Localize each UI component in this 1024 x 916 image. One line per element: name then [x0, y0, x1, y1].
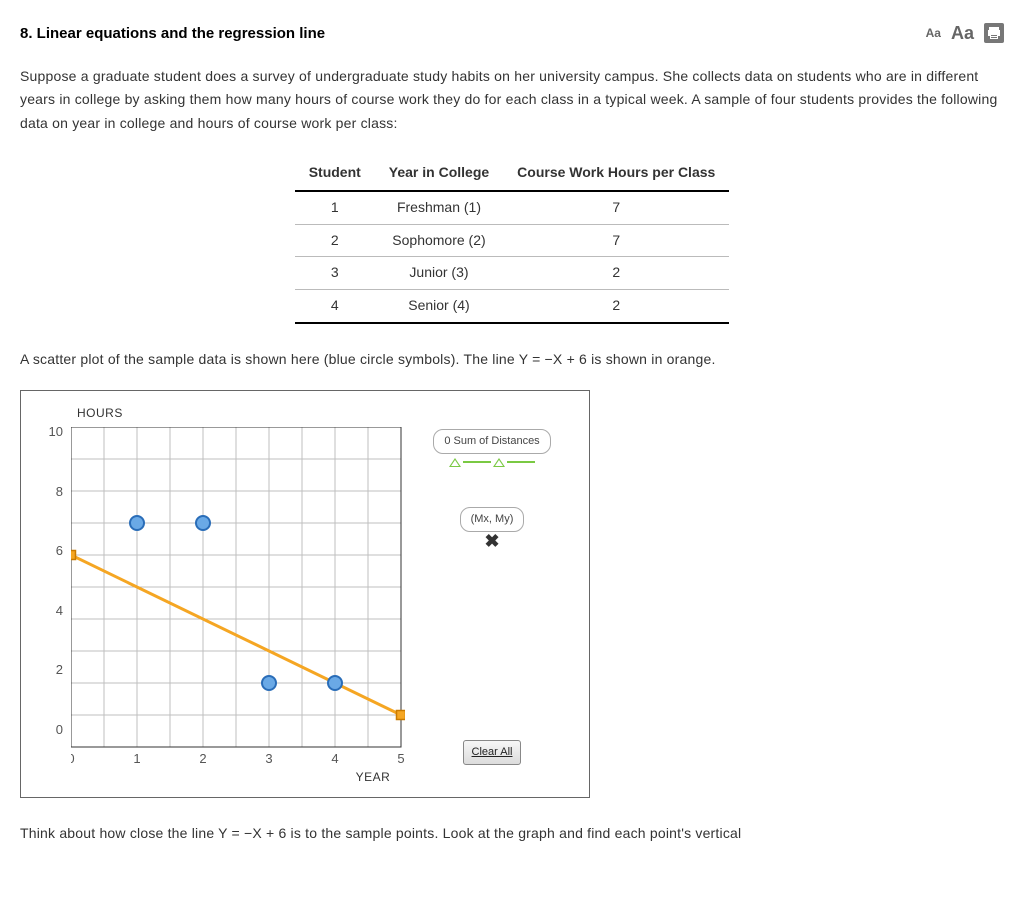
col-student: Student — [295, 156, 375, 191]
font-increase-button[interactable]: Aa — [951, 18, 974, 49]
sum-of-distances-swatch — [417, 458, 567, 467]
y-tick: 8 — [33, 481, 63, 503]
svg-text:0: 0 — [71, 751, 75, 766]
table-cell: 2 — [503, 290, 729, 323]
footer-paragraph: Think about how close the line Y = −X + … — [0, 798, 1024, 850]
svg-text:5: 5 — [397, 751, 404, 766]
svg-text:4: 4 — [331, 751, 338, 766]
table-cell: Freshman (1) — [375, 191, 503, 224]
chart-description: A scatter plot of the sample data is sho… — [0, 340, 1024, 376]
svg-text:YEAR: YEAR — [356, 770, 391, 784]
clear-all-button[interactable]: Clear All — [463, 740, 522, 765]
plot-area[interactable]: 0 1 2 3 4 5 YEAR — [71, 427, 405, 787]
table-row: 3Junior (3)2 — [295, 257, 730, 290]
table-cell: 7 — [503, 191, 729, 224]
toolbar: Aa Aa — [926, 18, 1004, 49]
table-row: 2Sophomore (2)7 — [295, 224, 730, 257]
section-heading: 8. Linear equations and the regression l… — [20, 21, 325, 47]
y-tick: 6 — [33, 540, 63, 562]
y-tick: 10 — [33, 421, 63, 443]
svg-text:2: 2 — [199, 751, 206, 766]
table-cell: Junior (3) — [375, 257, 503, 290]
chart-legend: 0 Sum of Distances (Mx, My) ✖ Clear All — [417, 427, 567, 769]
print-icon[interactable] — [984, 23, 1004, 43]
y-tick-labels: 10 8 6 4 2 0 — [33, 421, 71, 741]
y-tick: 0 — [33, 719, 63, 741]
y-axis-title: HOURS — [77, 403, 577, 423]
svg-text:3: 3 — [265, 751, 272, 766]
table-row: 1Freshman (1)7 — [295, 191, 730, 224]
intro-paragraph: Suppose a graduate student does a survey… — [0, 57, 1024, 140]
table-cell: Sophomore (2) — [375, 224, 503, 257]
table-cell: Senior (4) — [375, 290, 503, 323]
mean-point-symbol: ✖ — [417, 532, 567, 550]
svg-text:1: 1 — [133, 751, 140, 766]
scatter-chart: HOURS 10 8 6 4 2 0 0 1 2 3 4 5 YEAR 0 Sum of Distan… — [20, 390, 590, 798]
y-tick: 4 — [33, 600, 63, 622]
col-hours: Course Work Hours per Class — [503, 156, 729, 191]
table-cell: 3 — [295, 257, 375, 290]
y-tick: 2 — [33, 659, 63, 681]
mean-point-label[interactable]: (Mx, My) — [460, 507, 525, 532]
col-year: Year in College — [375, 156, 503, 191]
table-cell: 2 — [295, 224, 375, 257]
table-cell: 4 — [295, 290, 375, 323]
font-decrease-button[interactable]: Aa — [926, 23, 941, 43]
table-cell: 2 — [503, 257, 729, 290]
table-row: 4Senior (4)2 — [295, 290, 730, 323]
table-cell: 1 — [295, 191, 375, 224]
table-cell: 7 — [503, 224, 729, 257]
sum-of-distances-label[interactable]: 0 Sum of Distances — [433, 429, 550, 454]
data-table: Student Year in College Course Work Hour… — [295, 156, 730, 324]
